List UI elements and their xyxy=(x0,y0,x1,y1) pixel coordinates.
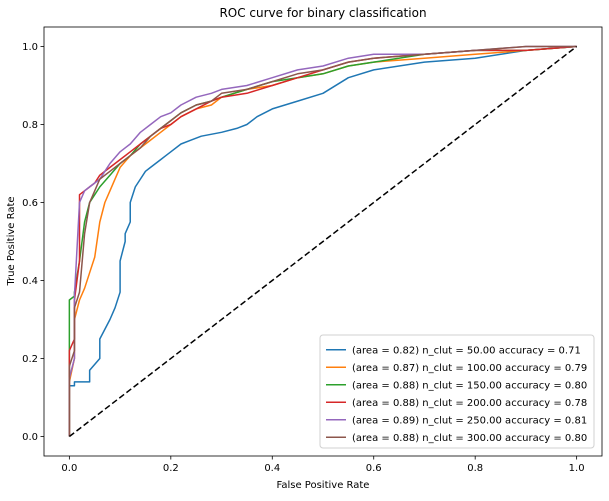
y-tick-label: 0.8 xyxy=(22,120,38,131)
legend-frame xyxy=(319,334,595,449)
chart-title: ROC curve for binary classification xyxy=(219,6,426,20)
y-tick-label: 0.2 xyxy=(22,354,38,365)
roc-series-line-5 xyxy=(68,45,577,437)
legend-label-2: (area = 0.87) n_clut = 100.00 accuracy =… xyxy=(352,363,587,374)
y-tick-label: 0.0 xyxy=(22,432,38,443)
axes-frame xyxy=(43,26,603,457)
x-tick-label: 0.6 xyxy=(366,463,382,474)
legend-label-1: (area = 0.82) n_clut = 50.00 accuracy = … xyxy=(352,345,581,356)
x-tick-label: 0.0 xyxy=(61,463,77,474)
legend: (area = 0.82) n_clut = 50.00 accuracy = … xyxy=(319,334,595,449)
axes: 0.0 0.2 0.4 0.6 0.8 1.0 0.0 0.2 0.4 0.6 0.8 1.0 xyxy=(22,42,584,474)
x-tick-label: 0.2 xyxy=(163,463,179,474)
x-tick-label: 1.0 xyxy=(569,463,585,474)
legend-label-5: (area = 0.89) n_clut = 250.00 accuracy =… xyxy=(352,415,587,426)
y-tick-label: 0.6 xyxy=(22,198,38,209)
legend-label-3: (area = 0.88) n_clut = 150.00 accuracy =… xyxy=(352,380,587,391)
plot-area xyxy=(68,45,578,438)
legend-label-6: (area = 0.88) n_clut = 300.00 accuracy =… xyxy=(352,433,587,444)
y-axis-label: True Positive Rate xyxy=(6,196,17,286)
legend-label-4: (area = 0.88) n_clut = 200.00 accuracy =… xyxy=(352,398,587,409)
y-tick-label: 1.0 xyxy=(22,42,38,53)
diagonal-reference-line xyxy=(68,45,578,438)
x-tick-label: 0.4 xyxy=(264,463,280,474)
x-tick-label: 0.8 xyxy=(467,463,483,474)
roc-series-line-1 xyxy=(68,45,577,437)
roc-series-line-6 xyxy=(68,45,577,437)
x-axis-label: False Positive Rate xyxy=(277,480,370,491)
y-tick-label: 0.4 xyxy=(22,276,38,287)
